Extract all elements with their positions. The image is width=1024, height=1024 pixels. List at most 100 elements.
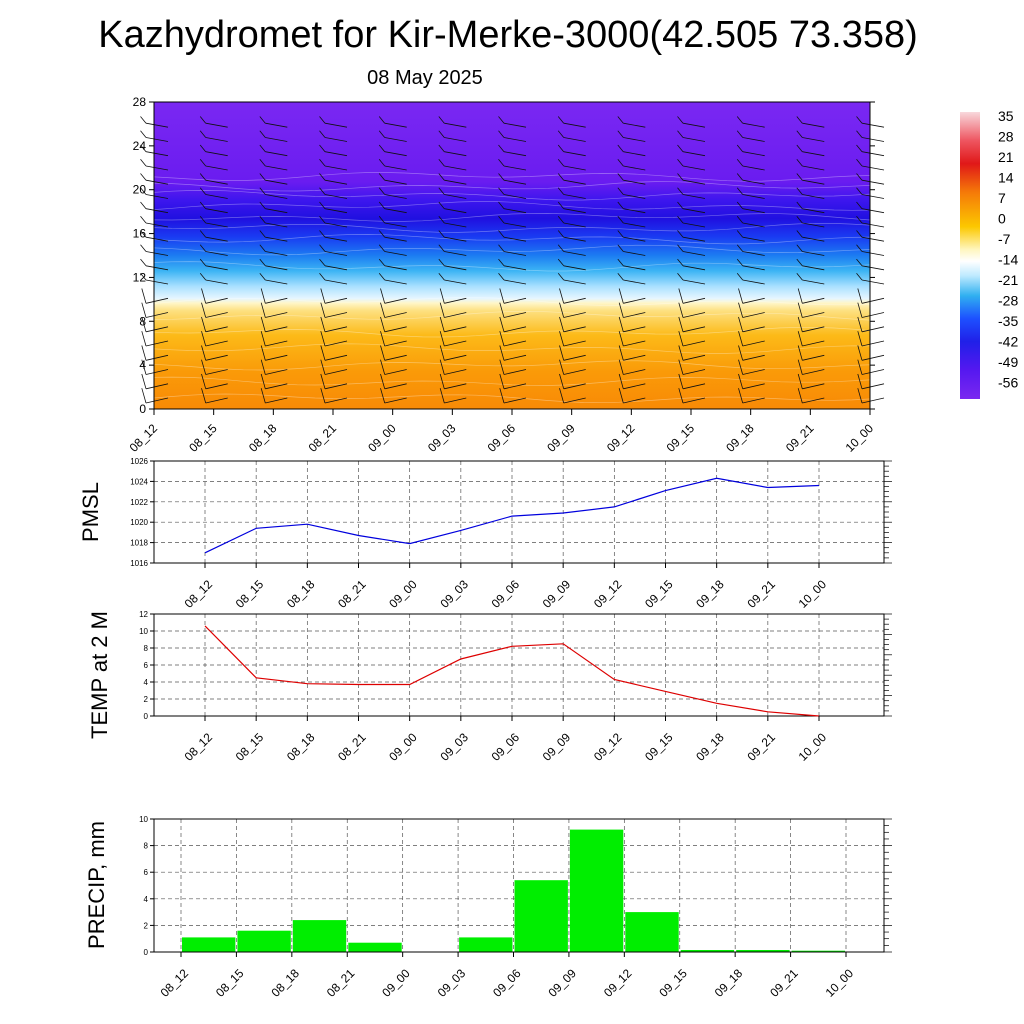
wind-barb — [742, 279, 765, 285]
wind-barb — [205, 122, 228, 128]
wind-barb — [384, 151, 407, 157]
wind-barb — [384, 208, 407, 214]
wind-barb-flag — [499, 331, 505, 347]
wind-barb — [205, 397, 228, 404]
wind-barb-flag — [320, 302, 326, 318]
wind-barb — [802, 397, 825, 404]
wind-barb — [563, 222, 586, 228]
wind-barb — [205, 251, 228, 256]
wind-barb — [861, 326, 885, 333]
wind-barb-flag — [438, 258, 445, 267]
wind-barb-flag — [380, 316, 386, 332]
colorbar-label: 28 — [998, 129, 1014, 145]
wind-barb-flag — [677, 173, 684, 181]
wind-barb-flag — [557, 173, 565, 181]
y-tick-label: 2 — [144, 921, 149, 930]
precip-bars — [182, 829, 845, 952]
wind-barb — [324, 340, 348, 347]
wind-barb-flag — [141, 331, 147, 347]
wind-barb-flag — [320, 316, 326, 332]
wind-barb-flag — [439, 288, 445, 304]
wind-barb — [682, 369, 706, 375]
wind-barb-flag — [378, 116, 386, 124]
chart-subtitle: 08 May 2025 — [367, 67, 483, 89]
wind-barb-flag — [557, 116, 565, 124]
x-tick-label: 08_15 — [233, 577, 267, 611]
colorbar-label: -35 — [998, 313, 1018, 329]
wind-barb-flag — [617, 187, 624, 195]
wind-barb — [444, 251, 467, 256]
wind-barb — [265, 340, 288, 347]
precip-ylabel: PRECIP, mm — [84, 821, 109, 949]
wind-barb-flag — [738, 316, 744, 332]
wind-barb-flag — [498, 273, 505, 281]
wind-barb-flag — [797, 302, 803, 318]
wind-barb-flag — [259, 173, 266, 181]
wind-barb-flag — [856, 144, 863, 152]
y-tick-label: 4 — [144, 678, 149, 687]
wind-barb-flag — [439, 388, 445, 404]
wind-barb — [682, 326, 706, 333]
wind-barb-flag — [378, 144, 386, 152]
x-tick-label: 09_15 — [664, 421, 698, 455]
wind-barb-flag — [199, 159, 207, 167]
wind-barb — [623, 222, 646, 228]
wind-barb-flag — [378, 230, 386, 238]
wind-barb — [145, 165, 169, 171]
wind-barb-flag — [678, 331, 684, 347]
wind-barb-flag — [677, 187, 684, 195]
wind-barb-flag — [140, 201, 147, 209]
wind-barb-flag — [499, 302, 505, 318]
contour-lines — [153, 172, 871, 404]
wind-barb-flag — [557, 244, 565, 252]
wind-barb — [324, 326, 348, 333]
wind-barb-flag — [438, 230, 445, 238]
wind-barb — [563, 369, 586, 375]
wind-barb-flag — [618, 331, 624, 347]
wind-barb — [145, 297, 169, 304]
temp-series-line — [204, 625, 820, 717]
wind-barb-flag — [380, 331, 386, 347]
wind-barb-flag — [856, 230, 863, 238]
wind-barb-flag — [677, 159, 684, 167]
wind-barb — [384, 369, 407, 375]
wind-barb — [861, 312, 885, 318]
wind-barb-flag — [796, 159, 803, 167]
wind-barb-flag — [260, 388, 266, 404]
wind-barb-flag — [201, 373, 207, 389]
wind-barb — [563, 326, 586, 333]
wind-barb-flag — [736, 244, 744, 252]
wind-barb-flag — [617, 144, 624, 152]
wind-barb — [623, 326, 646, 333]
colorbar-label: -7 — [998, 231, 1011, 247]
y-tick-label: 0 — [139, 402, 146, 416]
wind-barb — [265, 251, 288, 256]
contour-line — [153, 234, 871, 245]
wind-barb — [742, 312, 765, 318]
wind-barb-flag — [439, 345, 445, 361]
wind-barb-flag — [677, 258, 684, 267]
x-tick-label: 09_00 — [386, 730, 420, 764]
wind-barb — [742, 236, 765, 242]
wind-barb-flag — [617, 116, 624, 124]
wind-barb — [563, 397, 586, 404]
wind-barb — [861, 251, 885, 256]
wind-barb-flag — [319, 173, 326, 181]
wind-barb — [802, 122, 825, 128]
wind-barb — [145, 326, 169, 333]
wind-barb — [623, 354, 646, 361]
wind-barb-flag — [140, 144, 147, 152]
wind-barb-flag — [736, 159, 744, 167]
wind-barb — [205, 165, 228, 171]
wind-barb — [742, 165, 765, 171]
wind-barb — [265, 265, 288, 271]
temp-panel: 0 2 4 6 8 10 12 08_12 08_15 08_18 08_21 09_00 09_03… — [87, 610, 892, 764]
wind-barb-flag — [320, 359, 326, 375]
x-tick-label: 10_00 — [823, 966, 857, 1000]
wind-barb-flag — [141, 373, 147, 389]
wind-barb — [861, 340, 885, 347]
wind-barb — [563, 340, 586, 347]
wind-barb-flag — [557, 273, 565, 281]
wind-barb-flag — [736, 216, 744, 224]
wind-barb — [503, 326, 527, 333]
